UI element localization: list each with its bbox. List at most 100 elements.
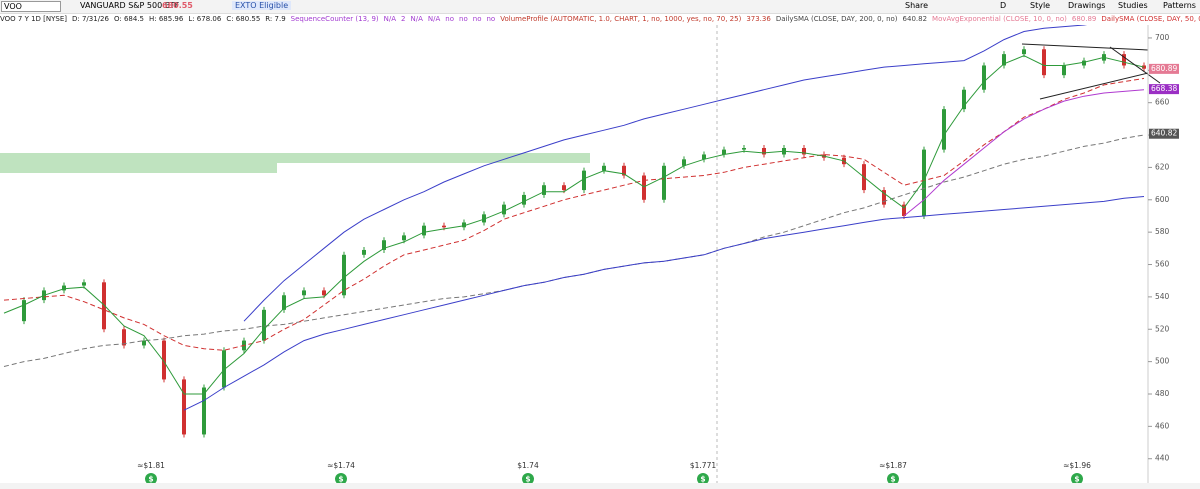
chart: ≈$1.81 $ ≈$1.74 $ $1.74 $ $1.771 $ ≈$1.87 $ ≈$1.96…: [0, 25, 1200, 489]
candle: [602, 165, 606, 171]
dividend-icon: [697, 473, 709, 483]
study-label: 373.36: [746, 15, 771, 23]
study-label: VolumeProfile (AUTOMATIC, 1.0, CHART, 1,…: [500, 15, 742, 23]
symbol-input[interactable]: VOO: [1, 1, 61, 12]
study-label: C: 680.55: [226, 15, 261, 23]
dividend-label: ≈$1.81: [137, 461, 165, 470]
toolbar-button[interactable]: Studies: [1118, 1, 1148, 10]
toolbar-button[interactable]: Patterns: [1163, 1, 1196, 10]
candle: [622, 165, 626, 176]
dividend-label: ≈$1.87: [879, 461, 907, 470]
y-tick-label: 580: [1155, 227, 1170, 236]
toolbar-button[interactable]: D: [1000, 1, 1007, 10]
candle: [382, 240, 386, 250]
candle: [742, 147, 746, 150]
toolbar-button[interactable]: Style: [1030, 1, 1051, 10]
toolbar-button[interactable]: Drawings: [1068, 1, 1106, 10]
candle: [642, 175, 646, 200]
study-line: [3, 55, 1145, 395]
y-tick-label: 440: [1155, 454, 1170, 463]
price-axis: 4404604805005205405605806006206406606807…: [1148, 33, 1179, 463]
y-tick-label: 480: [1155, 389, 1170, 398]
y-tick-label: 520: [1155, 324, 1170, 333]
candle: [942, 109, 946, 150]
study-label: 640.82: [902, 15, 928, 23]
trendline[interactable]: [1039, 72, 1149, 100]
candle: [82, 282, 86, 286]
study-label: DailySMA (CLOSE, DAY, 50, 0, no): [1101, 15, 1200, 23]
candle: [462, 222, 466, 228]
volume-profile: [0, 153, 277, 173]
candle: [22, 300, 26, 322]
description: VANGUARD S&P 500 ETF: [80, 1, 180, 10]
dividend-icon: [145, 473, 157, 483]
study-label: N/A: [383, 15, 397, 23]
y-tick-label: 620: [1155, 162, 1170, 171]
candle: [1082, 60, 1086, 66]
candle: [162, 340, 166, 380]
dividend-icon: [1071, 473, 1083, 483]
scrollbar[interactable]: [0, 483, 1200, 489]
candle: [142, 340, 146, 346]
y-tick-label: 600: [1155, 195, 1170, 204]
candle: [802, 147, 806, 155]
study-label: N/A: [427, 15, 441, 23]
y-tick-label: 560: [1155, 260, 1170, 269]
study-label: MovAvgExponential (CLOSE, 10, 0, no): [932, 15, 1067, 23]
study-line: [183, 196, 1145, 411]
toolbar-button[interactable]: Share: [905, 1, 929, 10]
candle: [102, 282, 106, 330]
dividend-label: ≈$1.96: [1063, 461, 1091, 470]
price-flag: [1149, 63, 1179, 74]
study-label: no: [445, 15, 455, 23]
badge[interactable]: EXTO Eligible: [232, 1, 292, 10]
price-flag-label: 668.38: [1151, 84, 1177, 93]
price-flag: [1149, 84, 1179, 95]
price-flag-label: 680.89: [1151, 64, 1177, 73]
study-line: [3, 77, 1145, 351]
toolbar: VOO VANGUARD S&P 500 ETF 680.55 EXTO Eli…: [0, 0, 1200, 14]
y-tick-label: 500: [1155, 357, 1170, 366]
candle: [902, 204, 906, 216]
dividend-label: $1.74: [517, 461, 539, 470]
dividend-icon-text: $: [700, 475, 705, 484]
candle: [482, 214, 486, 223]
volume-profile: [277, 153, 590, 163]
study-label: DailySMA (CLOSE, DAY, 200, 0, no): [775, 15, 898, 23]
study-label: no: [486, 15, 496, 23]
dividend-icon-text: $: [890, 475, 895, 484]
candle: [562, 185, 566, 191]
price-flag-label: 640.82: [1151, 129, 1177, 138]
dividend-icon: [887, 473, 899, 483]
candle: [122, 329, 126, 346]
plot-area: [0, 25, 1148, 483]
study-label: 680.89: [1071, 15, 1097, 23]
study-label: no: [472, 15, 482, 23]
study-label: L: 678.06: [188, 15, 222, 23]
plot: ≈$1.81 $ ≈$1.74 $ $1.74 $ $1.771 $ ≈$1.87 $ ≈$1.96…: [3, 25, 1146, 484]
candle: [262, 309, 266, 341]
last-price: 680.55: [162, 1, 193, 10]
study-label: 2: [401, 15, 406, 23]
study-label: SequenceCounter (13, 9): [290, 15, 379, 23]
candle: [682, 159, 686, 166]
dividend-label: ≈$1.74: [327, 461, 355, 470]
study-label: O: 684.5: [113, 15, 144, 23]
candle: [202, 387, 206, 435]
candle: [582, 170, 586, 191]
y-tick-label: 660: [1155, 98, 1170, 107]
candle: [762, 147, 766, 155]
dividend-icon: [522, 473, 534, 483]
candle: [182, 379, 186, 435]
candle: [662, 165, 666, 200]
study-label: N/A: [410, 15, 423, 23]
dividend-label: $1.771: [690, 461, 716, 470]
candle: [442, 225, 446, 228]
dividend-icon-text: $: [1074, 475, 1079, 484]
candle: [282, 295, 286, 310]
trendline[interactable]: [1021, 43, 1149, 51]
candle: [1062, 65, 1066, 76]
trendline[interactable]: [1109, 46, 1161, 84]
candle: [722, 149, 726, 155]
candle: [1122, 54, 1126, 66]
